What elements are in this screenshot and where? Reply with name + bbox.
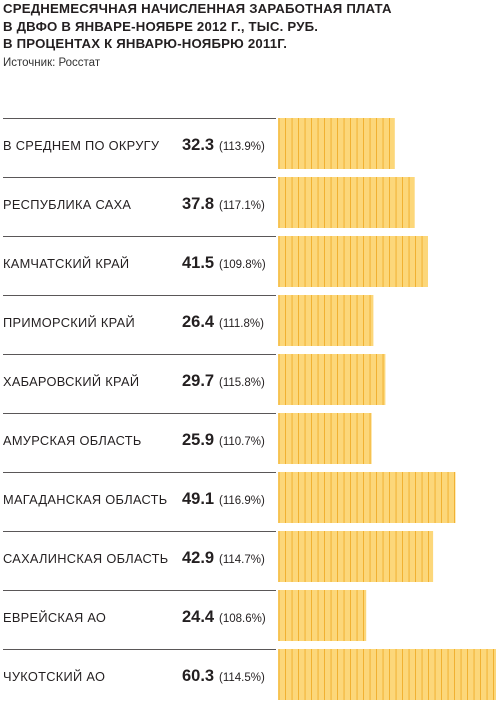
percent-label: (109.8%)	[219, 259, 266, 271]
chart-row: ПРИМОРСКИЙ КРАЙ 26.4 (111.8%)	[3, 295, 374, 346]
chart-row: КАМЧАТСКИЙ КРАЙ 41.5 (109.8%)	[3, 236, 428, 287]
category-label: САХАЛИНСКАЯ ОБЛАСТЬ	[3, 551, 168, 566]
percent-label: (110.7%)	[219, 436, 265, 448]
category-label: АМУРСКАЯ ОБЛАСТЬ	[3, 433, 142, 448]
chart-row: ХАБАРОВСКИЙ КРАЙ 29.7 (115.8%)	[3, 354, 386, 405]
chart-row: МАГАДАНСКАЯ ОБЛАСТЬ 49.1 (116.9%)	[3, 472, 456, 523]
bar	[278, 177, 415, 228]
category-label: ЕВРЕЙСКАЯ АО	[3, 610, 106, 625]
chart-title: СРЕДНЕМЕСЯЧНАЯ НАЧИСЛЕННАЯ ЗАРАБОТНАЯ ПЛ…	[3, 0, 497, 53]
percent-label: (115.8%)	[219, 377, 265, 389]
bar	[278, 236, 428, 287]
chart-title-line-2: В ДВФО В ЯНВАРЕ-НОЯБРЕ 2012 Г., ТЫС. РУБ…	[3, 18, 319, 34]
value-label: 37.8	[182, 195, 214, 213]
chart-row: САХАЛИНСКАЯ ОБЛАСТЬ 42.9 (114.7%)	[3, 531, 434, 582]
value-label: 60.3	[182, 667, 214, 685]
chart-title-line-1: СРЕДНЕМЕСЯЧНАЯ НАЧИСЛЕННАЯ ЗАРАБОТНАЯ ПЛ…	[3, 1, 392, 16]
percent-label: (113.9%)	[219, 141, 265, 153]
bar	[278, 590, 367, 641]
value-label: 42.9	[182, 549, 214, 567]
bar	[278, 118, 395, 169]
bar	[278, 354, 386, 405]
chart-title-line-3: В ПРОЦЕНТАХ К ЯНВАРЮ-НОЯБРЮ 2011Г.	[3, 36, 288, 51]
value-label: 29.7	[182, 372, 214, 390]
value-label: 41.5	[182, 254, 214, 272]
bar	[278, 531, 434, 582]
category-label: ХАБАРОВСКИЙ КРАЙ	[3, 374, 139, 389]
chart-row: ЧУКОТСКИЙ АО 60.3 (114.5%)	[3, 649, 496, 700]
value-label: 32.3	[182, 136, 214, 154]
chart-row: АМУРСКАЯ ОБЛАСТЬ 25.9 (110.7%)	[3, 413, 372, 464]
percent-label: (111.8%)	[219, 318, 264, 330]
category-label: ЧУКОТСКИЙ АО	[3, 669, 105, 684]
value-label: 26.4	[182, 313, 215, 331]
chart-row: РЕСПУБЛИКА САХА 37.8 (117.1%)	[3, 177, 415, 228]
chart-source: Источник: Росстат	[3, 57, 101, 69]
bar-chart: В СРЕДНЕМ ПО ОКРУГУ 32.3 (113.9%) РЕСПУБЛИК…	[3, 118, 496, 700]
category-label: ПРИМОРСКИЙ КРАЙ	[3, 315, 135, 330]
percent-label: (117.1%)	[219, 200, 265, 212]
percent-label: (114.7%)	[219, 554, 265, 566]
percent-label: (116.9%)	[219, 495, 265, 507]
category-label: МАГАДАНСКАЯ ОБЛАСТЬ	[3, 492, 167, 507]
percent-label: (108.6%)	[219, 613, 266, 625]
category-label: КАМЧАТСКИЙ КРАЙ	[3, 256, 129, 271]
value-label: 25.9	[182, 431, 214, 449]
category-label: В СРЕДНЕМ ПО ОКРУГУ	[3, 138, 160, 153]
category-label: РЕСПУБЛИКА САХА	[3, 197, 131, 212]
chart-row: ЕВРЕЙСКАЯ АО 24.4 (108.6%)	[3, 590, 367, 641]
bar	[278, 649, 496, 700]
percent-label: (114.5%)	[219, 672, 265, 684]
bar	[278, 295, 374, 346]
bar	[278, 413, 372, 464]
chart-row: В СРЕДНЕМ ПО ОКРУГУ 32.3 (113.9%)	[3, 118, 395, 169]
value-label: 49.1	[182, 490, 214, 508]
value-label: 24.4	[182, 608, 215, 626]
bar	[278, 472, 456, 523]
